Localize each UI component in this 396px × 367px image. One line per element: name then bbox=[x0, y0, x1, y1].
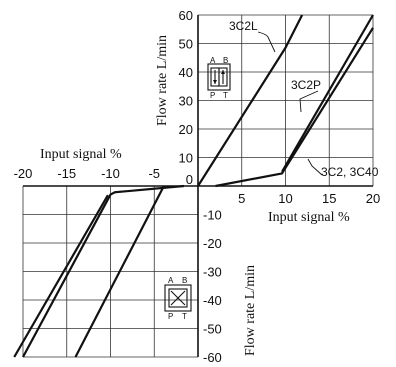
valve-top-label-b: B bbox=[223, 56, 228, 65]
x-axis-title-negative: Input signal % bbox=[40, 147, 122, 162]
y-tick-label: -10 bbox=[203, 208, 222, 223]
curve-3c2p bbox=[281, 14, 374, 173]
x-tick-label: 15 bbox=[322, 191, 336, 206]
valve-top-label-t: T bbox=[223, 91, 228, 100]
y-tick-label: -20 bbox=[203, 236, 222, 251]
valve-bottom-label-p: P bbox=[168, 312, 173, 321]
y-tick-label: 20 bbox=[179, 122, 193, 137]
x-tick-label: 20 bbox=[366, 191, 380, 206]
y-axis-title-positive: Flow rate L/min bbox=[155, 35, 170, 126]
y-tick-label: -30 bbox=[203, 265, 222, 280]
y-tick-label: 10 bbox=[179, 151, 193, 166]
y-tick-label: 50 bbox=[179, 37, 193, 52]
curve-negative-4 bbox=[13, 194, 109, 358]
x-tick-label: 5 bbox=[238, 191, 245, 206]
x-axis-title-positive: Input signal % bbox=[268, 210, 350, 225]
leader-3c2l bbox=[257, 31, 276, 53]
y-tick-label: 40 bbox=[179, 65, 193, 80]
y-tick-label: -60 bbox=[203, 350, 222, 365]
y-tick-label: -50 bbox=[203, 322, 222, 337]
valve-bottom-label-t: T bbox=[182, 312, 187, 321]
x-tick-label: -5 bbox=[148, 166, 160, 181]
y-tick-label: 60 bbox=[179, 8, 193, 23]
origin-label: 0 bbox=[186, 172, 193, 187]
leader-3c2p bbox=[299, 90, 319, 113]
valve-symbol-straight-icon: A B P T bbox=[207, 56, 231, 100]
valve-top-label-p: P bbox=[210, 91, 215, 100]
x-tick-label: -20 bbox=[14, 166, 33, 181]
y-axis-title-negative: Flow rate L/min bbox=[243, 265, 258, 356]
valve-bottom-label-a: A bbox=[168, 276, 174, 285]
y-tick-label: -40 bbox=[203, 293, 222, 308]
y-tick-label: 30 bbox=[179, 94, 193, 109]
x-tick-label: -15 bbox=[57, 166, 76, 181]
leader-3c2-3c40 bbox=[307, 158, 323, 176]
callout-3c2l: 3C2L bbox=[229, 19, 258, 33]
x-tick-label: -10 bbox=[101, 166, 120, 181]
curve-negative-3 bbox=[22, 184, 185, 358]
callout-3c2p: 3C2P bbox=[291, 78, 321, 92]
curve-3c2l bbox=[197, 14, 304, 187]
valve-symbol-crossed-icon: A B P T bbox=[164, 276, 192, 321]
curve-negative-5 bbox=[74, 185, 165, 358]
callout-3c2-3c40: 3C2, 3C40 bbox=[321, 165, 379, 179]
chart-ticks: -20 -15 -10 -5 5 10 15 20 10 20 30 40 50 60 -10 -20 -30 -… bbox=[14, 8, 381, 365]
valve-bottom-label-b: B bbox=[182, 276, 187, 285]
curve-3c2-3c40 bbox=[215, 27, 374, 188]
chart-curves bbox=[13, 14, 374, 358]
valve-top-label-a: A bbox=[210, 56, 216, 65]
chart-grid bbox=[22, 14, 374, 358]
x-tick-label: 10 bbox=[278, 191, 292, 206]
